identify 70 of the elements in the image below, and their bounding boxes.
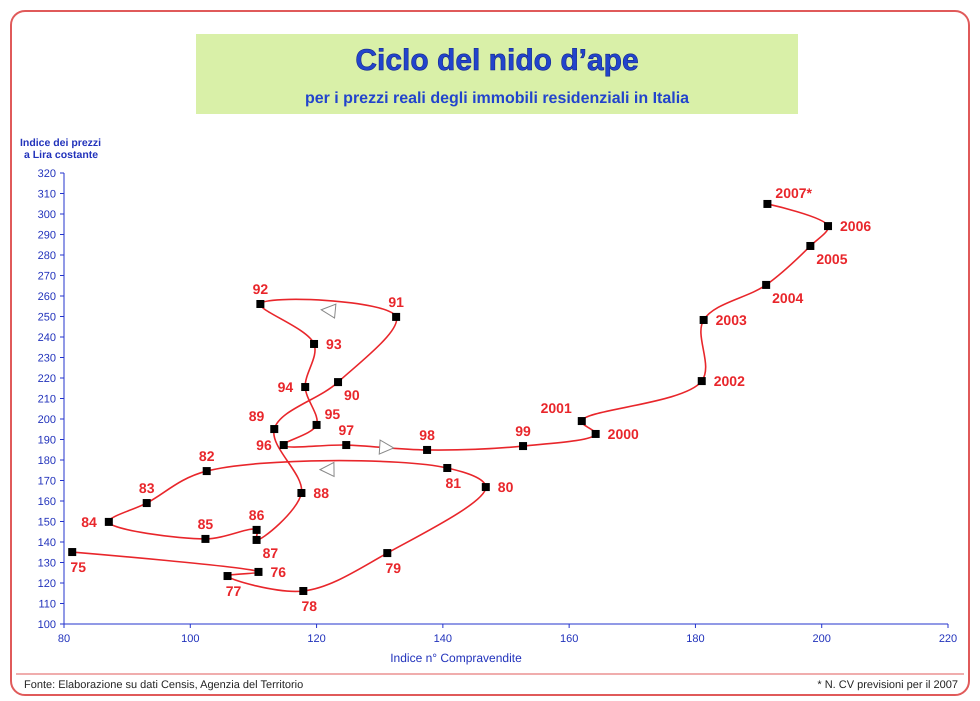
annotation: 2007*: [775, 184, 813, 201]
y-tick-label: 100: [38, 619, 56, 631]
y-tick-label: 260: [38, 291, 56, 303]
y-tick-label: 160: [38, 496, 56, 508]
annotation: 90: [344, 387, 360, 404]
annotation: 93: [326, 336, 342, 352]
annotation: 87: [262, 544, 278, 561]
annotation: 2006: [840, 218, 872, 234]
y-tick-label: 280: [38, 250, 56, 262]
y-tick-label: 300: [38, 209, 56, 221]
annotation: 96: [256, 437, 272, 454]
y-axis-title: Indice dei prezzi a Lira costante: [20, 137, 102, 161]
annotation: 94: [278, 379, 294, 396]
annotation: 78: [302, 598, 318, 614]
y-tick-label: 220: [38, 373, 56, 385]
annotation: 2005: [816, 250, 848, 267]
x-tick-label: 100: [181, 633, 200, 645]
y-tick-label: 200: [38, 414, 56, 426]
y-tick-label: 320: [38, 168, 56, 180]
annotation: 2003: [716, 312, 747, 328]
y-tick-label: 250: [38, 312, 56, 324]
annotation: 2001: [540, 400, 572, 416]
annotation: 77: [226, 583, 242, 600]
annotation: 91: [388, 294, 404, 310]
annotation: 2002: [714, 373, 746, 390]
annotation: 83: [138, 480, 155, 496]
x-tick-label: 120: [307, 633, 326, 645]
x-tick-label: 220: [938, 633, 958, 645]
chart-title: Ciclo del nido d’ape: [355, 44, 639, 77]
y-tick-label: 230: [38, 352, 56, 364]
annotation: 98: [419, 426, 436, 443]
annotation: 85: [198, 516, 214, 532]
y-tick-label: 140: [38, 537, 56, 549]
x-tick-label: 160: [560, 633, 578, 645]
x-tick-label: 80: [58, 633, 70, 645]
annotation: 2004: [772, 290, 804, 306]
annotation: 84: [81, 514, 98, 530]
text: * N. CV previsioni per il 2007: [817, 679, 958, 691]
y-tick-label: 270: [38, 270, 56, 282]
y-tick-label: 150: [38, 516, 56, 528]
annotation: 95: [324, 406, 340, 422]
source-note: Fonte: Elaborazione su dati Censis, Agenzia del Territorio: [24, 679, 304, 691]
annotation: 82: [198, 448, 215, 464]
x-axis-title: Indice n° Compravendite: [390, 651, 522, 665]
annotation: 81: [445, 474, 462, 491]
y-tick-label: 290: [38, 230, 56, 242]
y-tick-label: 170: [38, 476, 56, 488]
y-tick-label: 310: [38, 188, 56, 200]
y-tick-label: 240: [38, 332, 56, 344]
annotation: 99: [515, 423, 532, 440]
y-tick-label: 210: [38, 394, 56, 406]
annotation: 92: [252, 280, 268, 297]
y-tick-label: 180: [38, 455, 56, 467]
annotation: 80: [498, 479, 514, 496]
annotation: 76: [270, 564, 286, 580]
y-tick-label: 110: [38, 598, 56, 610]
annotation: 88: [313, 485, 330, 502]
x-tick-label: 200: [812, 633, 831, 645]
x-tick-label: 180: [686, 633, 705, 645]
annotation: 86: [248, 506, 265, 523]
y-tick-label: 130: [38, 558, 56, 570]
annotation: 2000: [608, 426, 640, 442]
y-tick-label: 120: [38, 578, 56, 590]
chart-subtitle: per i prezzi reali degli immobili residenziali in Italia: [304, 90, 690, 107]
x-tick-label: 140: [434, 633, 452, 645]
y-tick-label: 190: [38, 434, 56, 446]
annotation: 79: [386, 560, 402, 576]
annotation: 89: [248, 408, 264, 424]
annotation: 75: [70, 559, 86, 576]
annotation: 97: [338, 422, 354, 438]
